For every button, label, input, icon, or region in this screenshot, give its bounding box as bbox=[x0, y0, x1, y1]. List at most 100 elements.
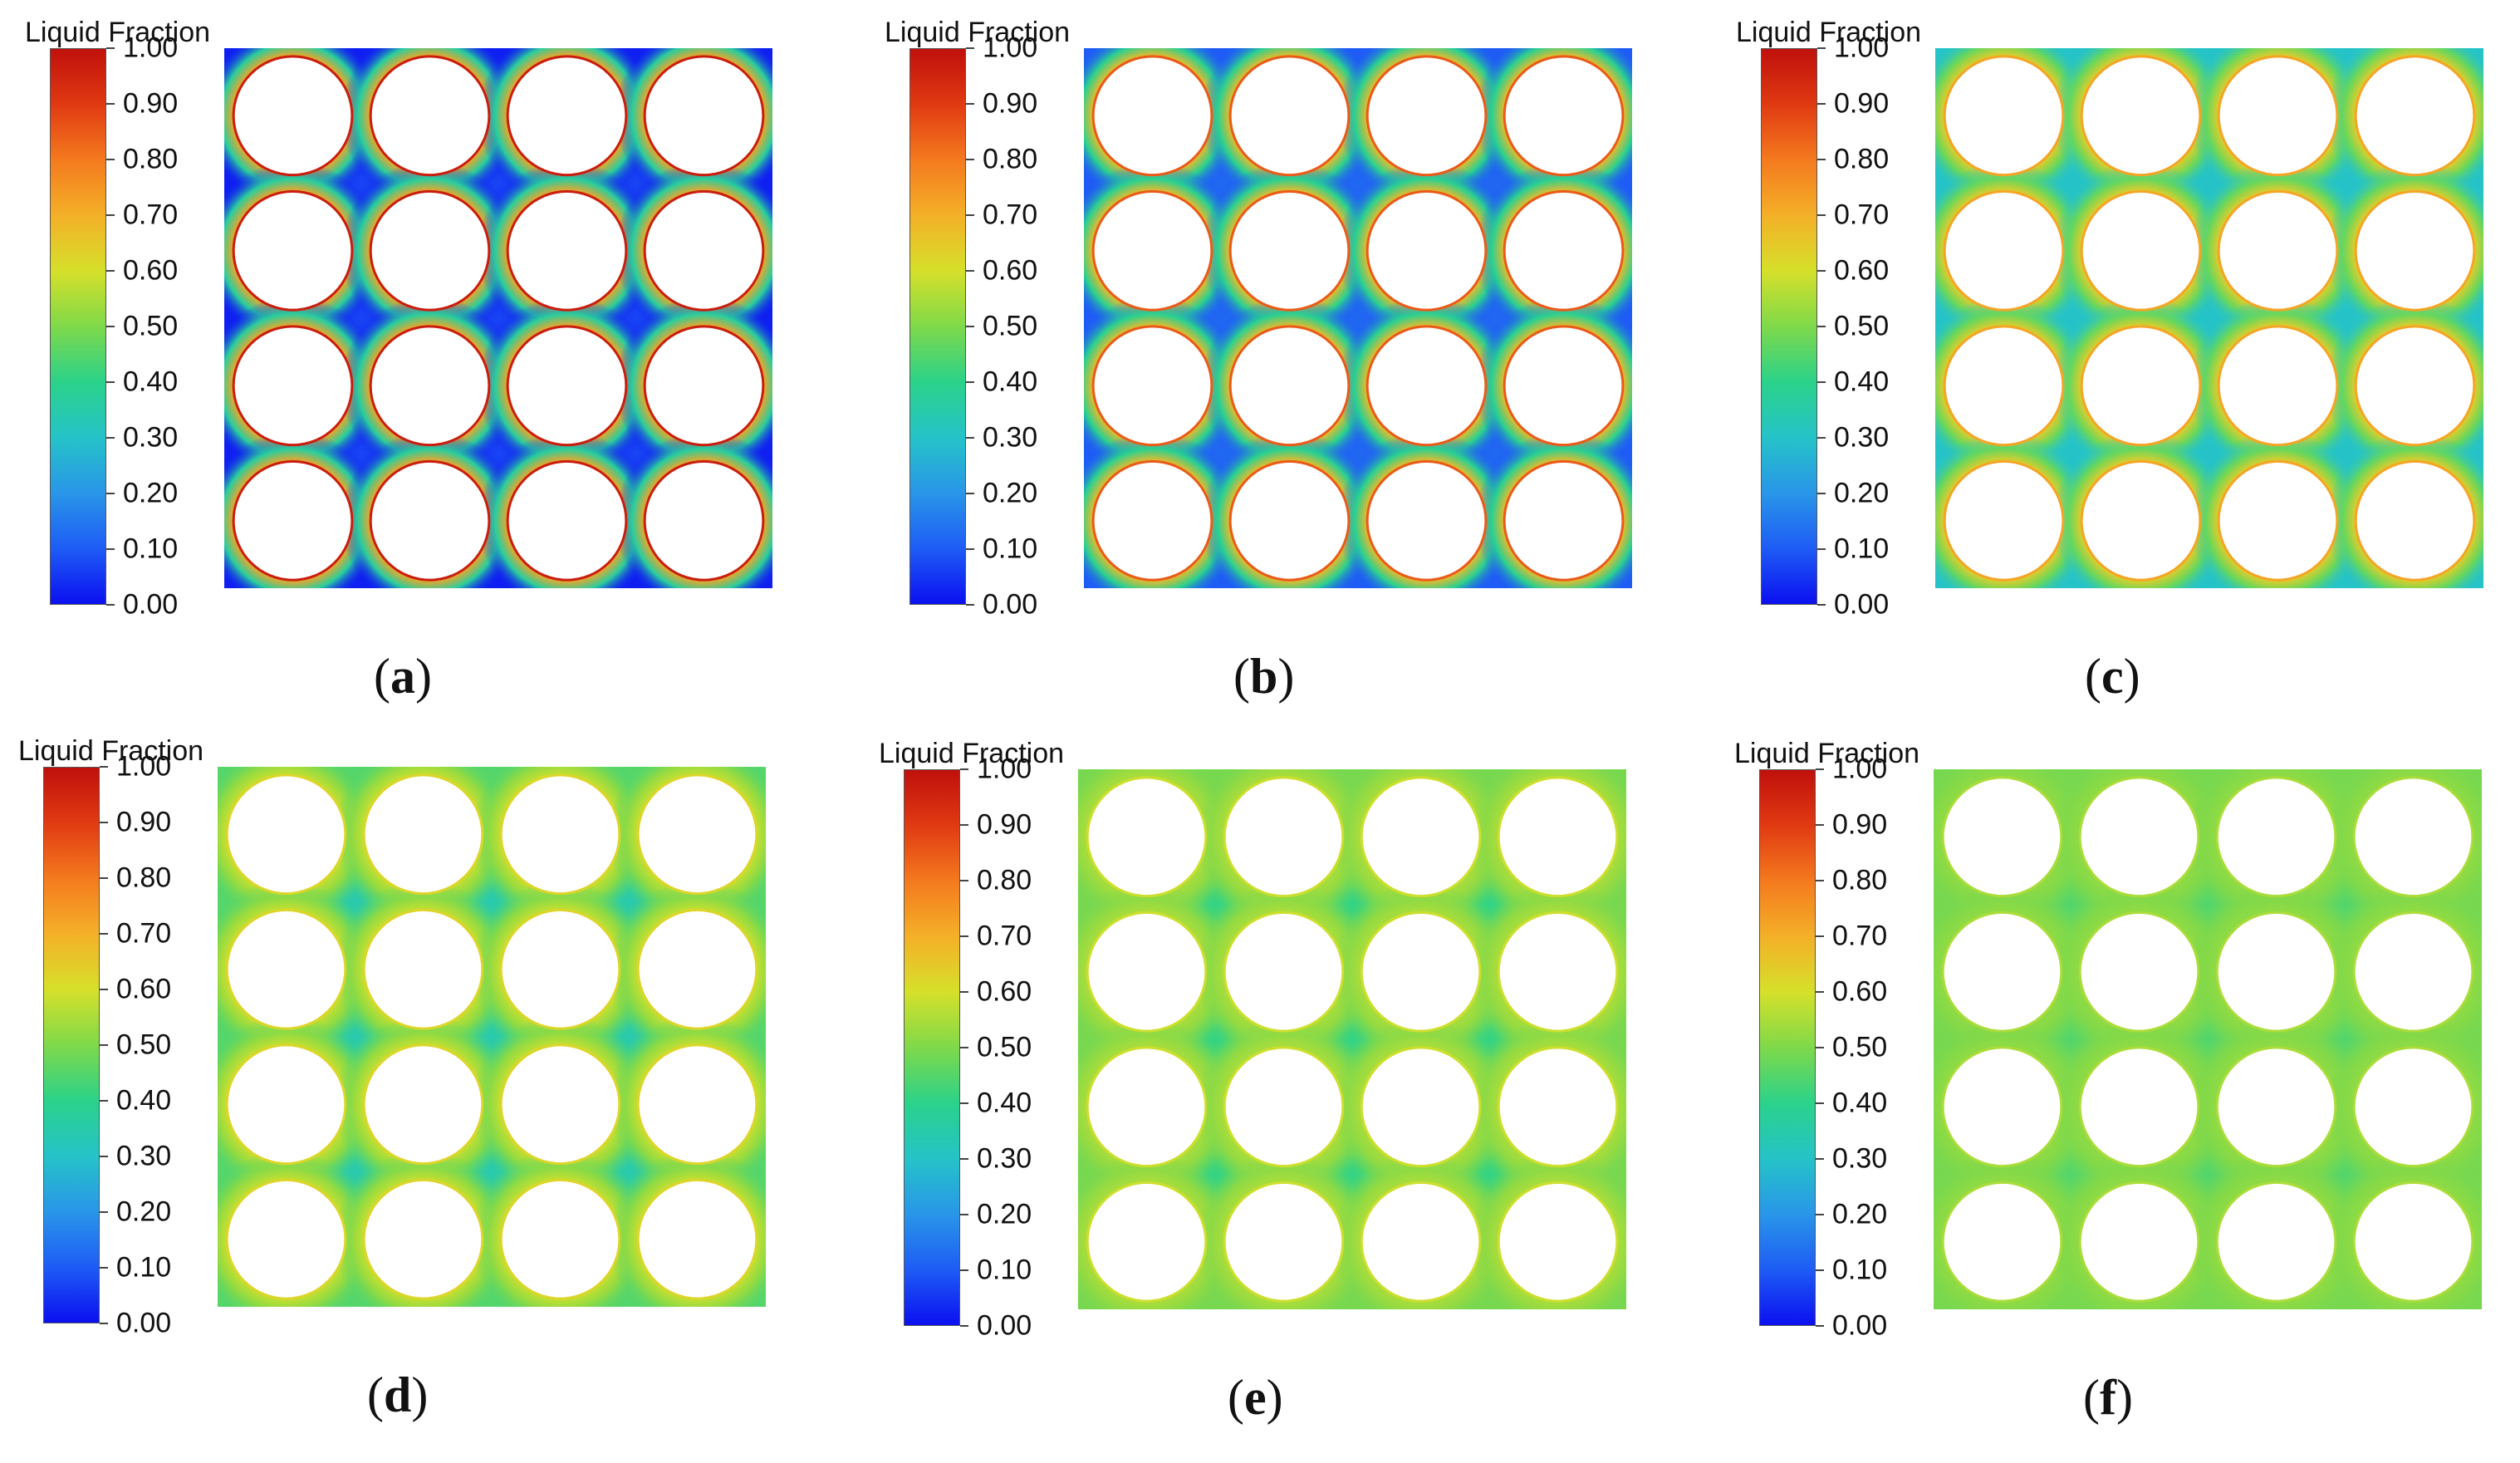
tube bbox=[508, 462, 625, 579]
colorbar-tick-label: 0.60 bbox=[977, 975, 1032, 1008]
colorbar-tick-mark bbox=[1816, 768, 1824, 770]
paren: ) bbox=[411, 1367, 429, 1422]
colorbar-gradient bbox=[909, 48, 966, 605]
colorbar-tick-mark bbox=[100, 933, 108, 935]
colorbar-tick-label: 0.90 bbox=[123, 87, 179, 120]
tube bbox=[645, 57, 762, 174]
tube bbox=[1368, 327, 1485, 444]
colorbar-tick-label: 1.00 bbox=[123, 32, 179, 64]
tube bbox=[1362, 778, 1479, 896]
colorbar-tick-mark bbox=[1817, 159, 1826, 160]
tube bbox=[1231, 462, 1348, 579]
panel-letter: d bbox=[383, 1367, 412, 1422]
colorbar-tick-label: 0.40 bbox=[1832, 1087, 1888, 1119]
tube bbox=[1499, 778, 1616, 896]
colorbar-tick-mark bbox=[966, 270, 974, 272]
tube bbox=[365, 911, 482, 1028]
colorbar-tick-label: 0.20 bbox=[983, 477, 1038, 509]
tube bbox=[2082, 57, 2199, 174]
liquid-fraction-contour bbox=[1084, 48, 1632, 588]
colorbar-tick-label: 0.30 bbox=[116, 1140, 172, 1172]
colorbar-tick-label: 0.60 bbox=[116, 973, 172, 1005]
panel-letter: b bbox=[1249, 649, 1278, 704]
tube bbox=[1094, 462, 1211, 579]
colorbar-tick-label: 0.00 bbox=[1834, 588, 1890, 621]
colorbar-tick-mark bbox=[1816, 1158, 1824, 1160]
liquid-fraction-contour bbox=[224, 48, 772, 588]
tube bbox=[508, 327, 625, 444]
colorbar-tick-mark bbox=[1817, 493, 1826, 494]
panel-label: (c) bbox=[2085, 648, 2140, 705]
colorbar-tick-mark bbox=[966, 493, 974, 494]
colorbar-tick-mark bbox=[1816, 1214, 1824, 1215]
tube bbox=[1944, 1048, 2061, 1166]
colorbar-gradient bbox=[1759, 769, 1816, 1326]
colorbar-tick-label: 0.70 bbox=[983, 199, 1038, 231]
colorbar-tick-mark bbox=[966, 159, 974, 160]
panel-letter: c bbox=[2101, 649, 2124, 704]
tube bbox=[2218, 1183, 2335, 1300]
colorbar-tick-label: 0.80 bbox=[1834, 143, 1890, 175]
colorbar-tick-mark bbox=[960, 991, 968, 993]
colorbar-tick-label: 0.20 bbox=[1832, 1198, 1888, 1230]
colorbar-tick-mark bbox=[1816, 1047, 1824, 1048]
colorbar-tick-label: 0.60 bbox=[123, 254, 179, 287]
tube bbox=[1225, 1183, 1342, 1300]
colorbar-tick-label: 0.70 bbox=[1832, 920, 1888, 952]
liquid-fraction-contour bbox=[218, 767, 766, 1307]
colorbar-tick-label: 0.80 bbox=[983, 143, 1038, 175]
colorbar-tick-mark bbox=[960, 1102, 968, 1104]
colorbar-tick-label: 0.50 bbox=[116, 1029, 172, 1061]
tube bbox=[2356, 57, 2473, 174]
tube bbox=[2081, 1048, 2198, 1166]
panel-f: Liquid Fraction 1.00 0.90 0.80 0.70 0.60 0.50 0… bbox=[1726, 738, 2520, 1452]
panel-label: (b) bbox=[1233, 648, 1294, 705]
tube bbox=[1499, 1048, 1616, 1166]
colorbar-tick-mark bbox=[1817, 604, 1826, 606]
colorbar-tick-mark bbox=[1816, 1325, 1824, 1327]
tube bbox=[1368, 192, 1485, 309]
tube bbox=[2219, 192, 2336, 309]
colorbar-tick-label: 0.40 bbox=[983, 366, 1038, 398]
colorbar-tick-label: 0.30 bbox=[1834, 421, 1890, 454]
colorbar-tick-mark bbox=[966, 214, 974, 216]
tube bbox=[1499, 1183, 1616, 1300]
colorbar-tick-mark bbox=[1816, 880, 1824, 881]
colorbar-title: Liquid Fraction bbox=[885, 17, 1071, 48]
colorbar-tick-label: 0.40 bbox=[116, 1084, 172, 1117]
tube bbox=[1088, 1048, 1205, 1166]
colorbar-tick-mark bbox=[100, 1100, 108, 1102]
colorbar-tick-label: 0.00 bbox=[983, 588, 1038, 621]
tube bbox=[1499, 913, 1616, 1030]
tube bbox=[1945, 57, 2062, 174]
tube bbox=[2218, 1048, 2335, 1166]
tube bbox=[1231, 192, 1348, 309]
paren: ) bbox=[2123, 649, 2140, 704]
tube bbox=[2082, 462, 2199, 579]
tube bbox=[639, 911, 756, 1028]
tube bbox=[2219, 57, 2336, 174]
panel-b: Liquid Fraction 1.00 0.90 0.80 0.70 0.60 0.50 0… bbox=[876, 17, 1707, 731]
colorbar-gradient bbox=[1761, 48, 1817, 605]
tube bbox=[508, 57, 625, 174]
colorbar-tick-mark bbox=[106, 103, 115, 105]
panel-e: Liquid Fraction 1.00 0.90 0.80 0.70 0.60 0.50 0… bbox=[870, 738, 1701, 1452]
colorbar-title: Liquid Fraction bbox=[879, 738, 1065, 769]
tube bbox=[1094, 327, 1211, 444]
paren: ) bbox=[1266, 1370, 1283, 1425]
colorbar-tick-label: 0.20 bbox=[123, 477, 179, 509]
colorbar-tick-mark bbox=[960, 824, 968, 826]
colorbar-tick-mark bbox=[1817, 326, 1826, 327]
tube bbox=[2218, 913, 2335, 1030]
colorbar-tick-label: 0.70 bbox=[123, 199, 179, 231]
colorbar-gradient bbox=[904, 769, 960, 1326]
colorbar-tick-mark bbox=[1817, 548, 1826, 550]
colorbar-tick-mark bbox=[1817, 270, 1826, 272]
colorbar-tick-label: 0.70 bbox=[1834, 199, 1890, 231]
tube bbox=[2356, 462, 2473, 579]
colorbar-tick-mark bbox=[100, 1156, 108, 1157]
tube bbox=[365, 776, 482, 893]
colorbar-tick-label: 1.00 bbox=[1834, 32, 1890, 64]
tube bbox=[234, 57, 351, 174]
panel-c: Liquid Fraction 1.00 0.90 0.80 0.70 0.60 0.50 0… bbox=[1728, 17, 2520, 731]
